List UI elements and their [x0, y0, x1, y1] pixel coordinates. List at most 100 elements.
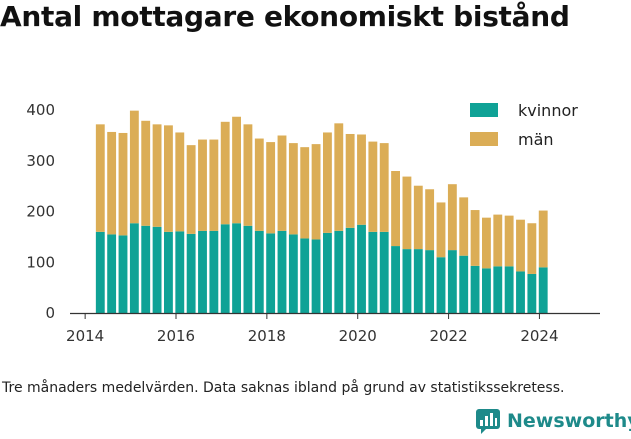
legend: kvinnor män: [470, 101, 578, 149]
bar-segment-kvinnor: [402, 249, 412, 313]
bar-segment-kvinnor: [129, 223, 139, 313]
bar-segment-man: [277, 135, 287, 231]
legend-swatch-kvinnor: [470, 103, 498, 117]
bar-segment-kvinnor: [538, 267, 548, 313]
bar-segment-kvinnor: [482, 268, 491, 313]
bar-segment-kvinnor: [164, 231, 173, 313]
bar-segment-kvinnor: [345, 227, 355, 313]
bar-segment-man: [459, 197, 469, 256]
legend-label: män: [518, 130, 554, 149]
bar-segment-man: [311, 144, 321, 240]
footnote: Tre månaders medelvärden. Data saknas ib…: [2, 380, 565, 396]
chart-title: Antal mottagare ekonomiskt bistånd: [0, 0, 570, 33]
bar-segment-man: [402, 176, 412, 250]
bar-segment-man: [107, 131, 117, 235]
bar-segment-man: [288, 143, 298, 235]
bar-segment-man: [209, 139, 219, 231]
y-tick-label: 0: [45, 304, 55, 322]
bar-segment-kvinnor: [357, 224, 366, 313]
x-axis: 2014 2016 2018 2020 2022 2024: [66, 312, 600, 345]
bar-segment-kvinnor: [459, 255, 469, 313]
brand-name: Newsworthy: [507, 410, 631, 432]
bar-segment-kvinnor: [209, 230, 219, 313]
bar-segment-man: [198, 139, 207, 231]
y-tick-label: 100: [26, 253, 55, 271]
bar-segment-man: [334, 123, 344, 231]
bar-segment-kvinnor: [493, 266, 503, 313]
bar-segment-man: [220, 121, 230, 225]
x-tick-label: 2016: [157, 327, 195, 345]
y-tick-label: 300: [26, 152, 55, 170]
bar-segment-man: [254, 138, 264, 231]
bar-segment-man: [243, 124, 253, 226]
bar-segment-kvinnor: [300, 238, 310, 313]
x-tick-label: 2024: [520, 327, 558, 345]
bar-segment-man: [175, 132, 185, 232]
bar-segment-man: [527, 223, 537, 274]
bar-segment-man: [504, 215, 514, 267]
bar-segment-man: [129, 110, 139, 224]
bar-segment-man: [538, 210, 548, 268]
bar-segment-man: [323, 132, 332, 233]
bar-segment-kvinnor: [243, 225, 253, 313]
bar-segment-kvinnor: [379, 231, 389, 313]
bar-segment-man: [95, 124, 105, 232]
legend-label: kvinnor: [518, 101, 578, 120]
bar-segment-kvinnor: [220, 224, 230, 313]
bar-segment-man: [447, 184, 457, 251]
y-tick-label: 200: [26, 203, 55, 221]
bar-segment-kvinnor: [436, 257, 446, 313]
bar-segment-man: [413, 185, 423, 250]
bar-segment-kvinnor: [311, 239, 321, 313]
bar-segment-man: [266, 142, 276, 234]
bar-segment-man: [391, 171, 400, 247]
bar-segment-kvinnor: [504, 266, 514, 313]
bar-segment-kvinnor: [447, 250, 457, 313]
bar-segment-kvinnor: [470, 265, 480, 313]
bar-segment-kvinnor: [323, 232, 332, 313]
bar-segment-man: [368, 141, 378, 232]
bars: [95, 110, 548, 313]
bar-segment-kvinnor: [527, 273, 537, 313]
x-tick-label: 2018: [248, 327, 286, 345]
bar-segment-kvinnor: [413, 249, 423, 313]
bar-segment-kvinnor: [288, 234, 298, 313]
bar-segment-kvinnor: [186, 233, 196, 313]
bar-segment-man: [164, 125, 173, 232]
bar-segment-kvinnor: [334, 230, 344, 313]
bar-segment-man: [425, 189, 435, 251]
bar-segment-kvinnor: [277, 230, 287, 313]
bar-segment-man: [300, 147, 310, 239]
bar-segment-man: [470, 210, 480, 266]
bar-segment-kvinnor: [266, 233, 276, 313]
bar-segment-man: [482, 217, 491, 269]
bar-segment-kvinnor: [175, 231, 185, 313]
y-axis: 0 100 200 300 400: [26, 101, 55, 322]
bar-segment-kvinnor: [95, 231, 105, 313]
bar-segment-kvinnor: [368, 231, 378, 313]
bar-segment-man: [379, 143, 389, 232]
newsworthy-logo-icon: [476, 409, 500, 434]
bar-segment-man: [152, 124, 162, 227]
bar-segment-kvinnor: [425, 250, 435, 313]
bar-segment-kvinnor: [118, 235, 128, 313]
bar-segment-kvinnor: [107, 234, 117, 313]
x-tick-label: 2014: [66, 327, 104, 345]
bar-segment-man: [345, 133, 355, 228]
bar-segment-man: [186, 145, 196, 234]
bar-segment-kvinnor: [516, 271, 525, 313]
bar-segment-man: [516, 219, 525, 272]
x-tick-label: 2022: [429, 327, 467, 345]
bar-segment-man: [118, 132, 128, 236]
brand: Newsworthy: [475, 408, 631, 434]
bar-segment-kvinnor: [141, 225, 151, 313]
bar-segment-kvinnor: [152, 226, 162, 313]
bar-segment-man: [436, 202, 446, 258]
bar-segment-man: [232, 116, 241, 224]
bar-segment-kvinnor: [232, 223, 241, 313]
bar-segment-kvinnor: [198, 230, 207, 313]
bar-segment-man: [493, 214, 503, 267]
bar-segment-man: [357, 134, 366, 225]
y-tick-label: 400: [26, 101, 55, 119]
